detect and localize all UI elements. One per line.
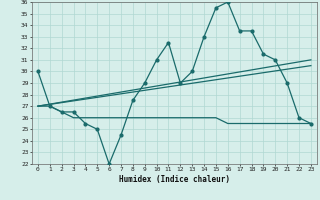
- X-axis label: Humidex (Indice chaleur): Humidex (Indice chaleur): [119, 175, 230, 184]
